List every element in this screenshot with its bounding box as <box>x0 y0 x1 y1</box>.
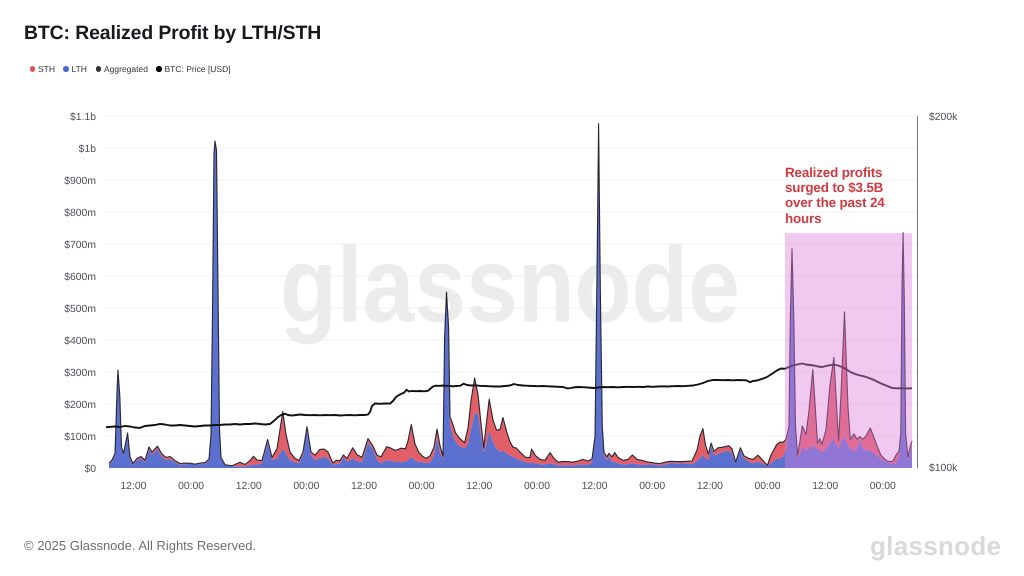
svg-text:$600m: $600m <box>64 272 96 283</box>
svg-text:12:00: 12:00 <box>466 481 492 492</box>
svg-text:$500m: $500m <box>64 304 96 315</box>
svg-text:$700m: $700m <box>64 240 96 251</box>
svg-text:$200m: $200m <box>64 400 96 411</box>
svg-text:00:00: 00:00 <box>524 481 550 492</box>
svg-text:$800m: $800m <box>64 208 96 219</box>
svg-text:12:00: 12:00 <box>236 481 262 492</box>
svg-text:$1.1b: $1.1b <box>70 112 96 123</box>
svg-text:12:00: 12:00 <box>120 481 146 492</box>
svg-text:$100k: $100k <box>929 463 958 474</box>
svg-text:$100m: $100m <box>64 432 96 443</box>
svg-text:00:00: 00:00 <box>293 481 319 492</box>
svg-text:$300m: $300m <box>64 368 96 379</box>
svg-text:00:00: 00:00 <box>870 481 896 492</box>
svg-text:12:00: 12:00 <box>582 481 608 492</box>
svg-text:$900m: $900m <box>64 176 96 187</box>
svg-text:glassnode: glassnode <box>280 225 740 345</box>
svg-text:12:00: 12:00 <box>812 481 838 492</box>
svg-text:12:00: 12:00 <box>351 481 377 492</box>
svg-text:00:00: 00:00 <box>409 481 435 492</box>
svg-text:$200k: $200k <box>929 112 958 123</box>
svg-text:00:00: 00:00 <box>754 481 780 492</box>
svg-text:$400m: $400m <box>64 336 96 347</box>
svg-text:00:00: 00:00 <box>639 481 665 492</box>
svg-text:$1b: $1b <box>79 144 97 155</box>
svg-text:$0: $0 <box>84 464 96 475</box>
svg-text:12:00: 12:00 <box>697 481 723 492</box>
svg-text:00:00: 00:00 <box>178 481 204 492</box>
